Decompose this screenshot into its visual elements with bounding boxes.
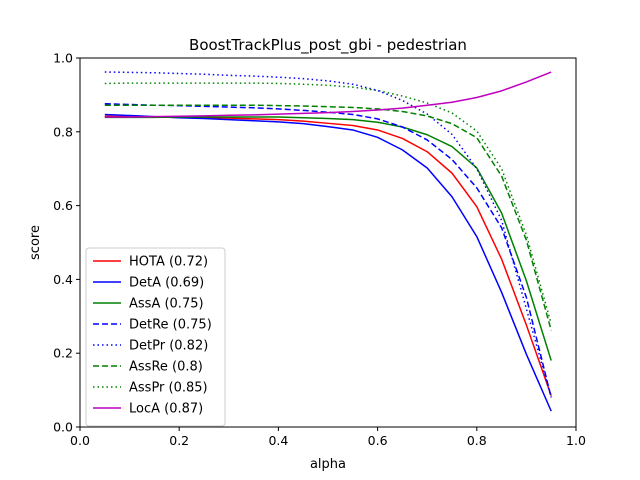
axes-frame (79, 57, 577, 428)
legend-label: LocA (0.87) (129, 402, 203, 417)
y-tick-label: 0.8 (53, 124, 73, 139)
legend-label: AssRe (0.8) (129, 360, 203, 375)
x-tick-label: 0.8 (467, 433, 487, 448)
series-layer (104, 71, 552, 412)
x-tick-label: 0.0 (70, 433, 90, 448)
legend-label: DetA (0.69) (129, 276, 204, 291)
x-tick-label: 0.2 (169, 433, 189, 448)
legend-label: DetRe (0.75) (129, 318, 212, 333)
y-tick-label: 0.4 (53, 272, 73, 287)
y-tick-label: 0.6 (53, 198, 73, 213)
ticks-layer: 0.0 0.2 0.4 0.6 0.8 1.0 0.0 0.2 0.4 0.6 0.8 1.0 (53, 51, 586, 449)
legend-label: DetPr (0.82) (129, 339, 208, 354)
legend-label: HOTA (0.72) (129, 255, 208, 270)
y-axis-label: score (28, 225, 43, 260)
legend-label: AssPr (0.85) (129, 381, 208, 396)
chart-title: BoostTrackPlus_post_gbi - pedestrian (189, 36, 467, 55)
legend-label: AssA (0.75) (129, 297, 204, 312)
y-tick-label: 0.0 (53, 420, 73, 435)
x-tick-label: 0.6 (368, 433, 388, 448)
x-tick-label: 0.4 (268, 433, 288, 448)
x-tick-label: 1.0 (566, 433, 586, 448)
x-axis-label: alpha (310, 457, 346, 472)
y-tick-label: 0.2 (53, 346, 73, 361)
series-line-assre (104, 104, 552, 331)
legend: HOTA (0.72) DetA (0.69) AssA (0.75) DetRe (… (85, 247, 226, 427)
y-tick-label: 1.0 (53, 51, 73, 66)
series-line-loca (104, 71, 552, 118)
legend-box (85, 247, 226, 427)
